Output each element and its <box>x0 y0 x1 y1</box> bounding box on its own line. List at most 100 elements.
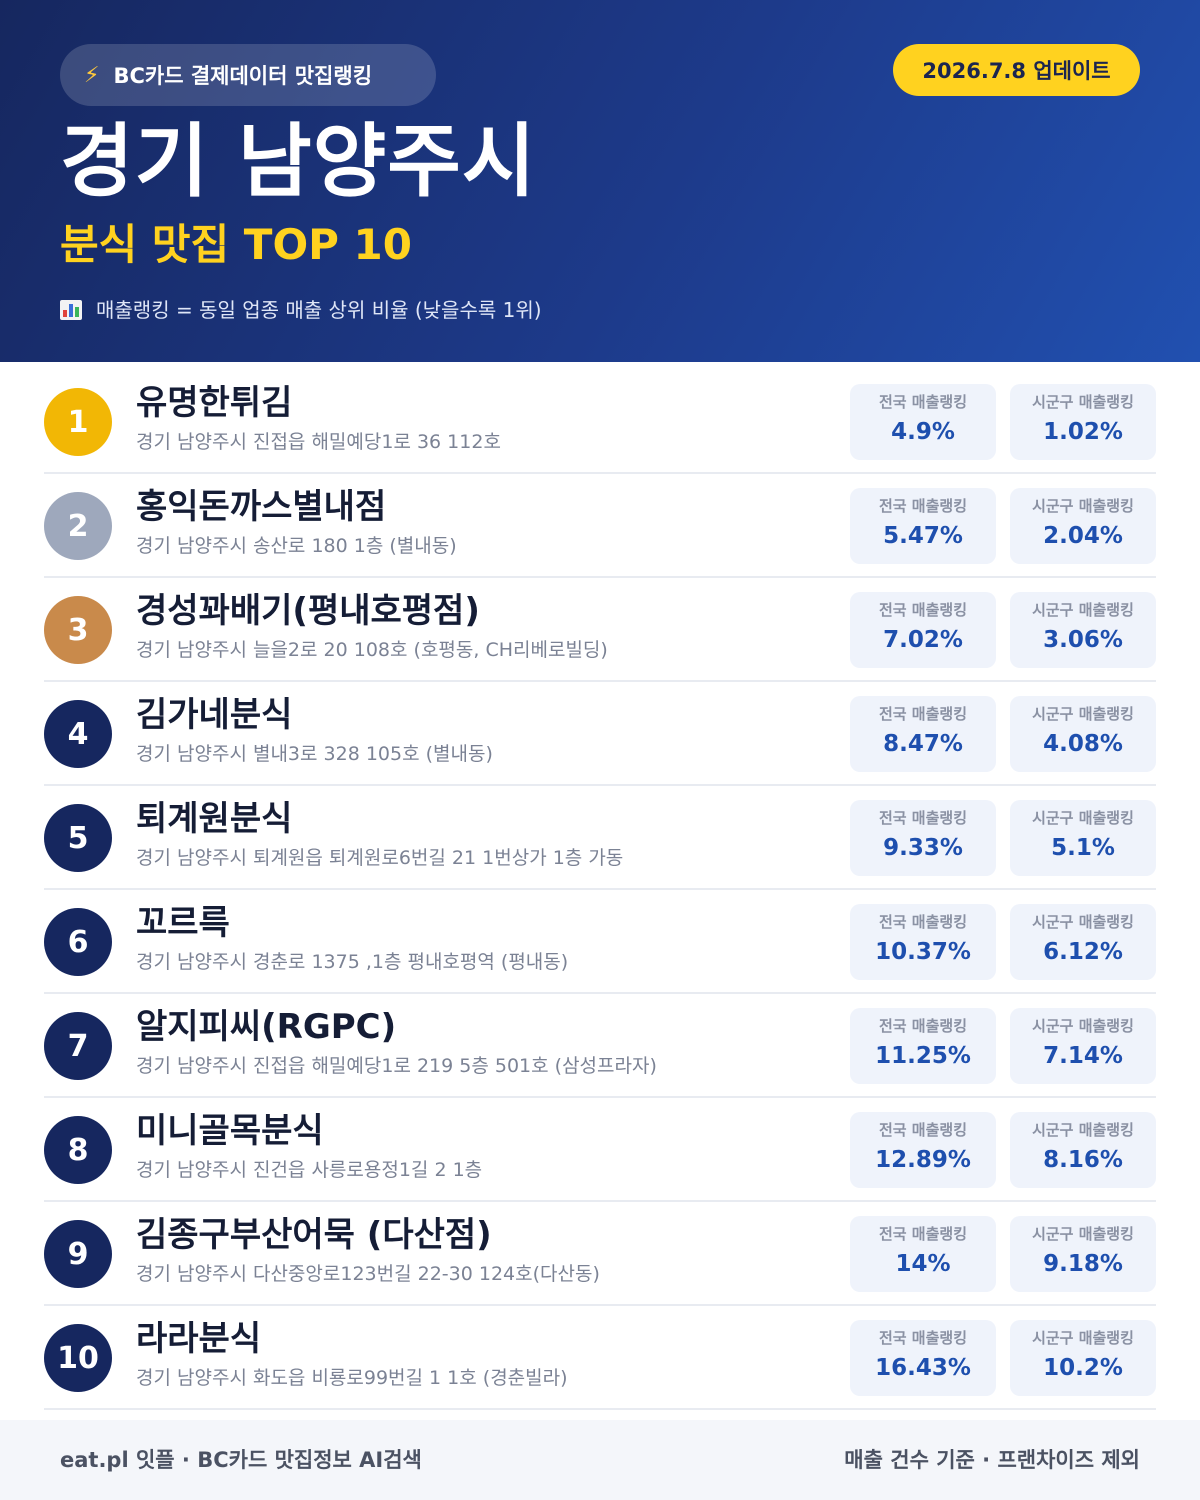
footer-source: eat.pl 잇플 · BC카드 맛집정보 AI검색 <box>60 1448 422 1472</box>
local-ranking-label: 시군구 매출랭킹 <box>1032 1121 1134 1139</box>
restaurant-address: 경기 남양주시 진접읍 해밀예당1로 219 5층 501호 (삼성프라자) <box>136 1055 657 1077</box>
rank-badge: 1 <box>44 388 112 456</box>
national-ranking-label: 전국 매출랭킹 <box>878 497 968 515</box>
ranking-note-text: 매출랭킹 = 동일 업종 매출 상위 비율 (낮을수록 1위) <box>96 298 542 322</box>
local-ranking-value: 8.16% <box>1043 1147 1123 1173</box>
restaurant-name: 미니골목분식 <box>136 1111 324 1151</box>
restaurant-name: 김가네분식 <box>136 695 293 735</box>
national-ranking-label: 전국 매출랭킹 <box>878 1017 968 1035</box>
local-ranking-card: 시군구 매출랭킹 1.02% <box>1010 384 1156 460</box>
list-item[interactable]: 2 홍익돈까스별내점 경기 남양주시 송산로 180 1층 (별내동) 전국 매출랭킹… <box>44 474 1156 578</box>
local-ranking-card: 시군구 매출랭킹 7.14% <box>1010 1008 1156 1084</box>
restaurant-address: 경기 남양주시 경춘로 1375 ,1층 평내호평역 (평내동) <box>136 951 569 973</box>
restaurant-name: 김종구부산어묵 (다산점) <box>136 1215 492 1255</box>
local-ranking-label: 시군구 매출랭킹 <box>1032 393 1134 411</box>
national-ranking-card: 전국 매출랭킹 5.47% <box>850 488 996 564</box>
update-badge: 2026.7.8 업데이트 <box>893 44 1140 96</box>
national-ranking-label: 전국 매출랭킹 <box>878 1121 968 1139</box>
rank-badge: 9 <box>44 1220 112 1288</box>
restaurant-list: 1 유명한튀김 경기 남양주시 진접읍 해밀예당1로 36 112호 전국 매출랭킹 4… <box>44 370 1156 1410</box>
local-ranking-value: 1.02% <box>1043 419 1123 445</box>
restaurant-address: 경기 남양주시 늘을2로 20 108호 (호평동, CH리베로빌딩) <box>136 639 608 661</box>
national-ranking-card: 전국 매출랭킹 11.25% <box>850 1008 996 1084</box>
local-ranking-label: 시군구 매출랭킹 <box>1032 1225 1134 1243</box>
national-ranking-card: 전국 매출랭킹 4.9% <box>850 384 996 460</box>
list-item[interactable]: 9 김종구부산어묵 (다산점) 경기 남양주시 다산중앙로123번길 22-30 1… <box>44 1202 1156 1306</box>
local-ranking-label: 시군구 매출랭킹 <box>1032 913 1134 931</box>
header-banner: ⚡ BC카드 결제데이터 맛집랭킹 2026.7.8 업데이트 경기 남양주시 … <box>0 0 1200 362</box>
local-ranking-label: 시군구 매출랭킹 <box>1032 601 1134 619</box>
list-item[interactable]: 7 알지피씨(RGPC) 경기 남양주시 진접읍 해밀예당1로 219 5층 501… <box>44 994 1156 1098</box>
rank-badge: 10 <box>44 1324 112 1392</box>
local-ranking-label: 시군구 매출랭킹 <box>1032 1329 1134 1347</box>
rank-badge: 6 <box>44 908 112 976</box>
local-ranking-label: 시군구 매출랭킹 <box>1032 1017 1134 1035</box>
list-item[interactable]: 3 경성꽈배기(평내호평점) 경기 남양주시 늘을2로 20 108호 (호평동, … <box>44 578 1156 682</box>
restaurant-name: 퇴계원분식 <box>136 799 293 839</box>
restaurant-name: 라라분식 <box>136 1319 262 1359</box>
local-ranking-card: 시군구 매출랭킹 10.2% <box>1010 1320 1156 1396</box>
national-ranking-value: 5.47% <box>883 523 963 549</box>
rank-badge: 5 <box>44 804 112 872</box>
national-ranking-value: 4.9% <box>891 419 955 445</box>
lightning-bolt-icon: ⚡ <box>84 62 100 88</box>
local-ranking-card: 시군구 매출랭킹 6.12% <box>1010 904 1156 980</box>
national-ranking-value: 12.89% <box>875 1147 971 1173</box>
local-ranking-card: 시군구 매출랭킹 8.16% <box>1010 1112 1156 1188</box>
rank-badge: 3 <box>44 596 112 664</box>
local-ranking-card: 시군구 매출랭킹 5.1% <box>1010 800 1156 876</box>
national-ranking-label: 전국 매출랭킹 <box>878 913 968 931</box>
national-ranking-label: 전국 매출랭킹 <box>878 809 968 827</box>
bar-chart-icon <box>60 300 82 320</box>
national-ranking-card: 전국 매출랭킹 16.43% <box>850 1320 996 1396</box>
local-ranking-card: 시군구 매출랭킹 3.06% <box>1010 592 1156 668</box>
restaurant-name: 유명한튀김 <box>136 383 293 423</box>
national-ranking-label: 전국 매출랭킹 <box>878 601 968 619</box>
national-ranking-card: 전국 매출랭킹 7.02% <box>850 592 996 668</box>
local-ranking-value: 9.18% <box>1043 1251 1123 1277</box>
rank-badge: 2 <box>44 492 112 560</box>
local-ranking-value: 4.08% <box>1043 731 1123 757</box>
national-ranking-card: 전국 매출랭킹 12.89% <box>850 1112 996 1188</box>
restaurant-address: 경기 남양주시 진건읍 사릉로용정1길 2 1층 <box>136 1159 483 1181</box>
national-ranking-card: 전국 매출랭킹 8.47% <box>850 696 996 772</box>
national-ranking-label: 전국 매출랭킹 <box>878 705 968 723</box>
source-badge-label: BC카드 결제데이터 맛집랭킹 <box>113 64 373 88</box>
local-ranking-label: 시군구 매출랭킹 <box>1032 809 1134 827</box>
footer: eat.pl 잇플 · BC카드 맛집정보 AI검색 매출 건수 기준 · 프랜… <box>0 1420 1200 1500</box>
restaurant-name: 홍익돈까스별내점 <box>136 487 387 527</box>
footer-criteria: 매출 건수 기준 · 프랜차이즈 제외 <box>844 1448 1140 1472</box>
restaurant-address: 경기 남양주시 다산중앙로123번길 22-30 124호(다산동) <box>136 1263 600 1285</box>
local-ranking-value: 10.2% <box>1043 1355 1123 1381</box>
national-ranking-value: 10.37% <box>875 939 971 965</box>
local-ranking-value: 7.14% <box>1043 1043 1123 1069</box>
restaurant-address: 경기 남양주시 퇴계원읍 퇴계원로6번길 21 1번상가 1층 가동 <box>136 847 624 869</box>
national-ranking-card: 전국 매출랭킹 10.37% <box>850 904 996 980</box>
rank-badge: 8 <box>44 1116 112 1184</box>
national-ranking-label: 전국 매출랭킹 <box>878 1225 968 1243</box>
local-ranking-value: 6.12% <box>1043 939 1123 965</box>
restaurant-name: 꼬르륵 <box>136 903 230 943</box>
national-ranking-value: 16.43% <box>875 1355 971 1381</box>
national-ranking-card: 전국 매출랭킹 14% <box>850 1216 996 1292</box>
national-ranking-label: 전국 매출랭킹 <box>878 1329 968 1347</box>
source-badge: ⚡ BC카드 결제데이터 맛집랭킹 <box>60 44 436 106</box>
page-subtitle: 분식 맛집 TOP 10 <box>60 220 413 269</box>
restaurant-address: 경기 남양주시 별내3로 328 105호 (별내동) <box>136 743 493 765</box>
page-title: 경기 남양주시 <box>60 115 537 208</box>
restaurant-address: 경기 남양주시 진접읍 해밀예당1로 36 112호 <box>136 431 501 453</box>
national-ranking-value: 14% <box>895 1251 951 1277</box>
national-ranking-card: 전국 매출랭킹 9.33% <box>850 800 996 876</box>
restaurant-address: 경기 남양주시 화도읍 비룡로99번길 1 1호 (경춘빌라) <box>136 1367 568 1389</box>
local-ranking-label: 시군구 매출랭킹 <box>1032 705 1134 723</box>
local-ranking-card: 시군구 매출랭킹 2.04% <box>1010 488 1156 564</box>
national-ranking-value: 9.33% <box>883 835 963 861</box>
national-ranking-value: 7.02% <box>883 627 963 653</box>
rank-badge: 4 <box>44 700 112 768</box>
